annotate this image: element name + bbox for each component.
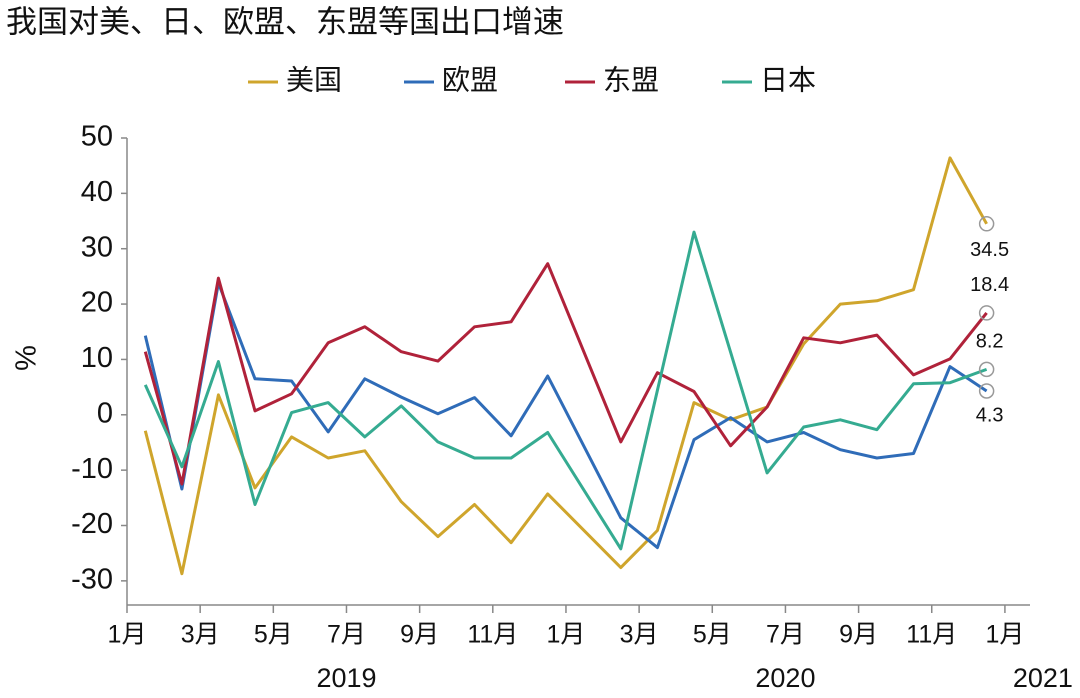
y-tick-label: 10 xyxy=(81,342,113,374)
y-tick-label: 20 xyxy=(81,287,113,319)
y-tick-label: 40 xyxy=(81,176,113,208)
y-tick-label: 0 xyxy=(97,397,113,429)
x-tick-label: 11月 xyxy=(467,621,518,649)
x-tick-label: 1月 xyxy=(985,621,1024,649)
end-marker xyxy=(978,305,995,321)
x-tick-label: 7月 xyxy=(327,621,366,649)
x-tick-label: 3月 xyxy=(181,621,220,649)
end-marker xyxy=(978,383,995,399)
series-line xyxy=(143,230,988,551)
series-line xyxy=(143,262,988,486)
legend-label: 美国 xyxy=(286,64,342,97)
y-tick-label: 30 xyxy=(81,231,113,263)
data-label: 4.3 xyxy=(976,404,1004,426)
legend-label: 日本 xyxy=(760,64,816,97)
x-tick-label: 1月 xyxy=(547,621,586,649)
series-line xyxy=(143,281,988,550)
data-label: 8.2 xyxy=(976,331,1004,353)
x-tick-label: 9月 xyxy=(839,621,878,649)
legend-label: 欧盟 xyxy=(442,64,498,97)
year-label: 2019 xyxy=(316,663,376,693)
y-tick-label: 50 xyxy=(81,121,113,153)
data-label: 18.4 xyxy=(970,274,1009,296)
series-line xyxy=(143,156,988,576)
chart-title: 我国对美、日、欧盟、东盟等国出口增速 xyxy=(6,5,564,41)
x-tick-label: 5月 xyxy=(693,621,732,649)
x-tick-label: 1月 xyxy=(108,621,147,649)
x-tick-label: 9月 xyxy=(400,621,439,649)
end-marker xyxy=(978,216,995,232)
x-tick-label: 3月 xyxy=(620,621,659,649)
year-label: 2021 xyxy=(1013,663,1073,693)
year-label: 2020 xyxy=(755,663,815,693)
y-tick-label: -20 xyxy=(71,508,113,540)
legend-label: 东盟 xyxy=(603,64,659,97)
x-tick-label: 5月 xyxy=(254,621,293,649)
y-tick-label: -30 xyxy=(71,564,113,596)
data-label: 34.5 xyxy=(970,239,1009,261)
end-marker xyxy=(978,361,995,378)
x-tick-label: 7月 xyxy=(766,621,805,649)
y-axis-label: % xyxy=(11,345,43,371)
x-tick-label: 11月 xyxy=(906,621,957,649)
y-tick-label: -10 xyxy=(71,453,113,485)
